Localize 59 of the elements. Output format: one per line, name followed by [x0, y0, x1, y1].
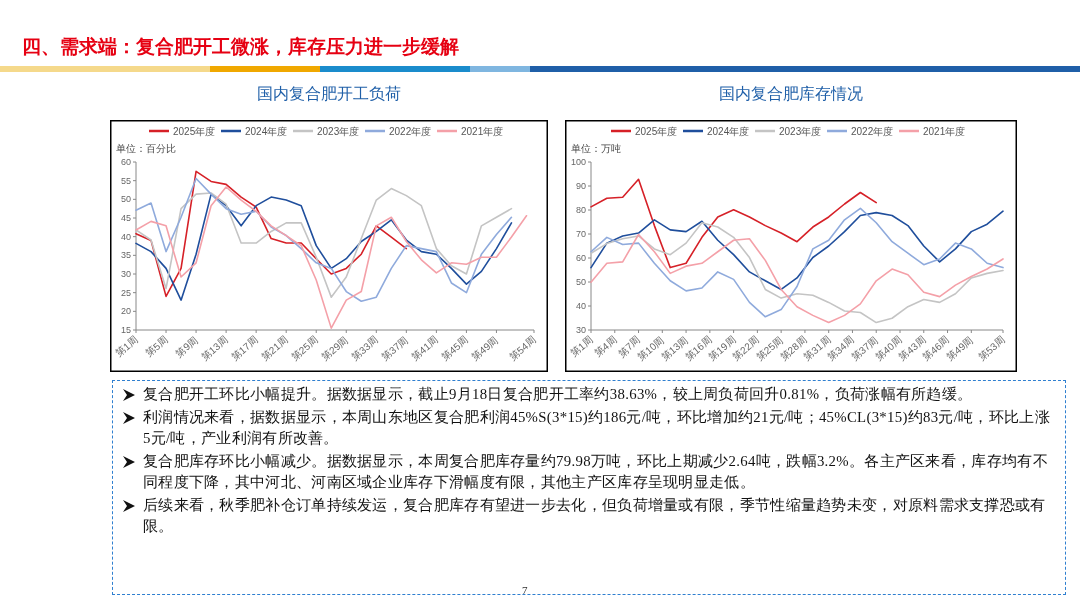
legend-label: 2022年度 [851, 126, 894, 137]
x-tick-label: 第9周 [173, 334, 200, 360]
text: 利润情况来看，据数据显示，本周山东地区复合肥利润45%S(3*15)约186元/吨，环比增加约21元/吨；45%CL(3*15)约83元/吨，环比上涨5元/吨，产业利润有所改善。 [143, 409, 1050, 446]
y-tick-label: 30 [120, 269, 131, 279]
y-tick-label: 50 [120, 194, 131, 205]
x-tick-label: 第5周 [143, 334, 170, 360]
y-tick-label: 90 [575, 181, 586, 191]
legend-label: 2025年度 [635, 126, 678, 137]
chart-title: 国内复合肥开工负荷 [256, 84, 402, 104]
x-tick-label: 第54周 [506, 334, 538, 363]
line-series [135, 186, 528, 329]
y-tick-label: 20 [120, 306, 131, 317]
legend-label: 2022年度 [389, 126, 432, 137]
legend-label: 2021年度 [461, 126, 504, 137]
y-tick-label: 55 [120, 175, 131, 186]
x-tick-label: 第1周 [568, 334, 595, 360]
y-tick-label: 60 [575, 253, 586, 263]
y-tick-label: 60 [120, 157, 131, 167]
legend-label: 2025年度 [173, 126, 216, 137]
y-tick-label: 25 [120, 287, 131, 298]
y-tick-label: 45 [120, 213, 131, 223]
x-tick-label: 第25周 [289, 334, 321, 363]
y-tick-label: 70 [575, 229, 586, 239]
y-tick-label: 80 [575, 205, 586, 215]
text: 7 [522, 584, 528, 596]
line-series [590, 207, 1004, 318]
text: 后续来看，秋季肥补仓订单持续发运，复合肥库存有望进一步去化，但负荷增量或有限，季节性缩量趋势未变，对原料需求支撑恐或有限。 [143, 497, 1046, 534]
y-tick-label: 30 [575, 325, 586, 335]
text: 四、需求端：复合肥开工微涨，库存压力进一步缓解 [22, 35, 459, 59]
legend-label: 2023年度 [779, 126, 822, 137]
x-tick-label: 第13周 [199, 334, 230, 363]
y-tick-label: 35 [120, 250, 131, 261]
x-tick-label: 第17周 [229, 334, 261, 363]
y-tick-label: 40 [575, 301, 586, 311]
text: 单位：百分比 [116, 143, 176, 154]
x-tick-label: 第29周 [319, 334, 351, 363]
x-tick-label: 第21周 [259, 334, 291, 363]
x-tick-label: 第37周 [379, 334, 411, 363]
text: 单位：万吨 [571, 143, 621, 154]
legend-label: 2024年度 [707, 126, 750, 137]
legend-label: 2024年度 [245, 126, 288, 137]
chart-title: 国内复合肥库存情况 [718, 84, 864, 104]
y-tick-label: 15 [120, 325, 131, 335]
legend-label: 2021年度 [923, 126, 966, 137]
x-tick-label: 第45周 [439, 334, 471, 363]
x-tick-label: 第41周 [409, 334, 441, 363]
y-tick-label: 40 [120, 231, 131, 242]
text: 复合肥开工环比小幅提升。据数据显示，截止9月18日复合肥开工率约38.63%，较上周负荷回升0.81%，负荷涨幅有所趋缓。 [143, 386, 973, 402]
line-series [590, 210, 1004, 291]
x-tick-label: 第1周 [113, 334, 140, 360]
x-tick-label: 第53周 [975, 334, 1007, 363]
legend-label: 2023年度 [317, 126, 360, 137]
text: 复合肥库存环比小幅减少。据数据显示，本周复合肥库存量约79.98万吨，环比上期减少2.64吨，跌幅3.2%。各主产区来看，库存均有不同程度下降，其中河北、河南区域企业库存下滑幅度有限，其他主产区库存呈现明显走低。 [143, 453, 1048, 490]
x-tick-label: 第49周 [469, 334, 501, 363]
line-series [590, 178, 878, 269]
line-series [135, 170, 408, 298]
x-tick-label: 第33周 [349, 334, 381, 363]
y-tick-label: 100 [570, 157, 586, 167]
y-tick-label: 50 [575, 277, 586, 287]
